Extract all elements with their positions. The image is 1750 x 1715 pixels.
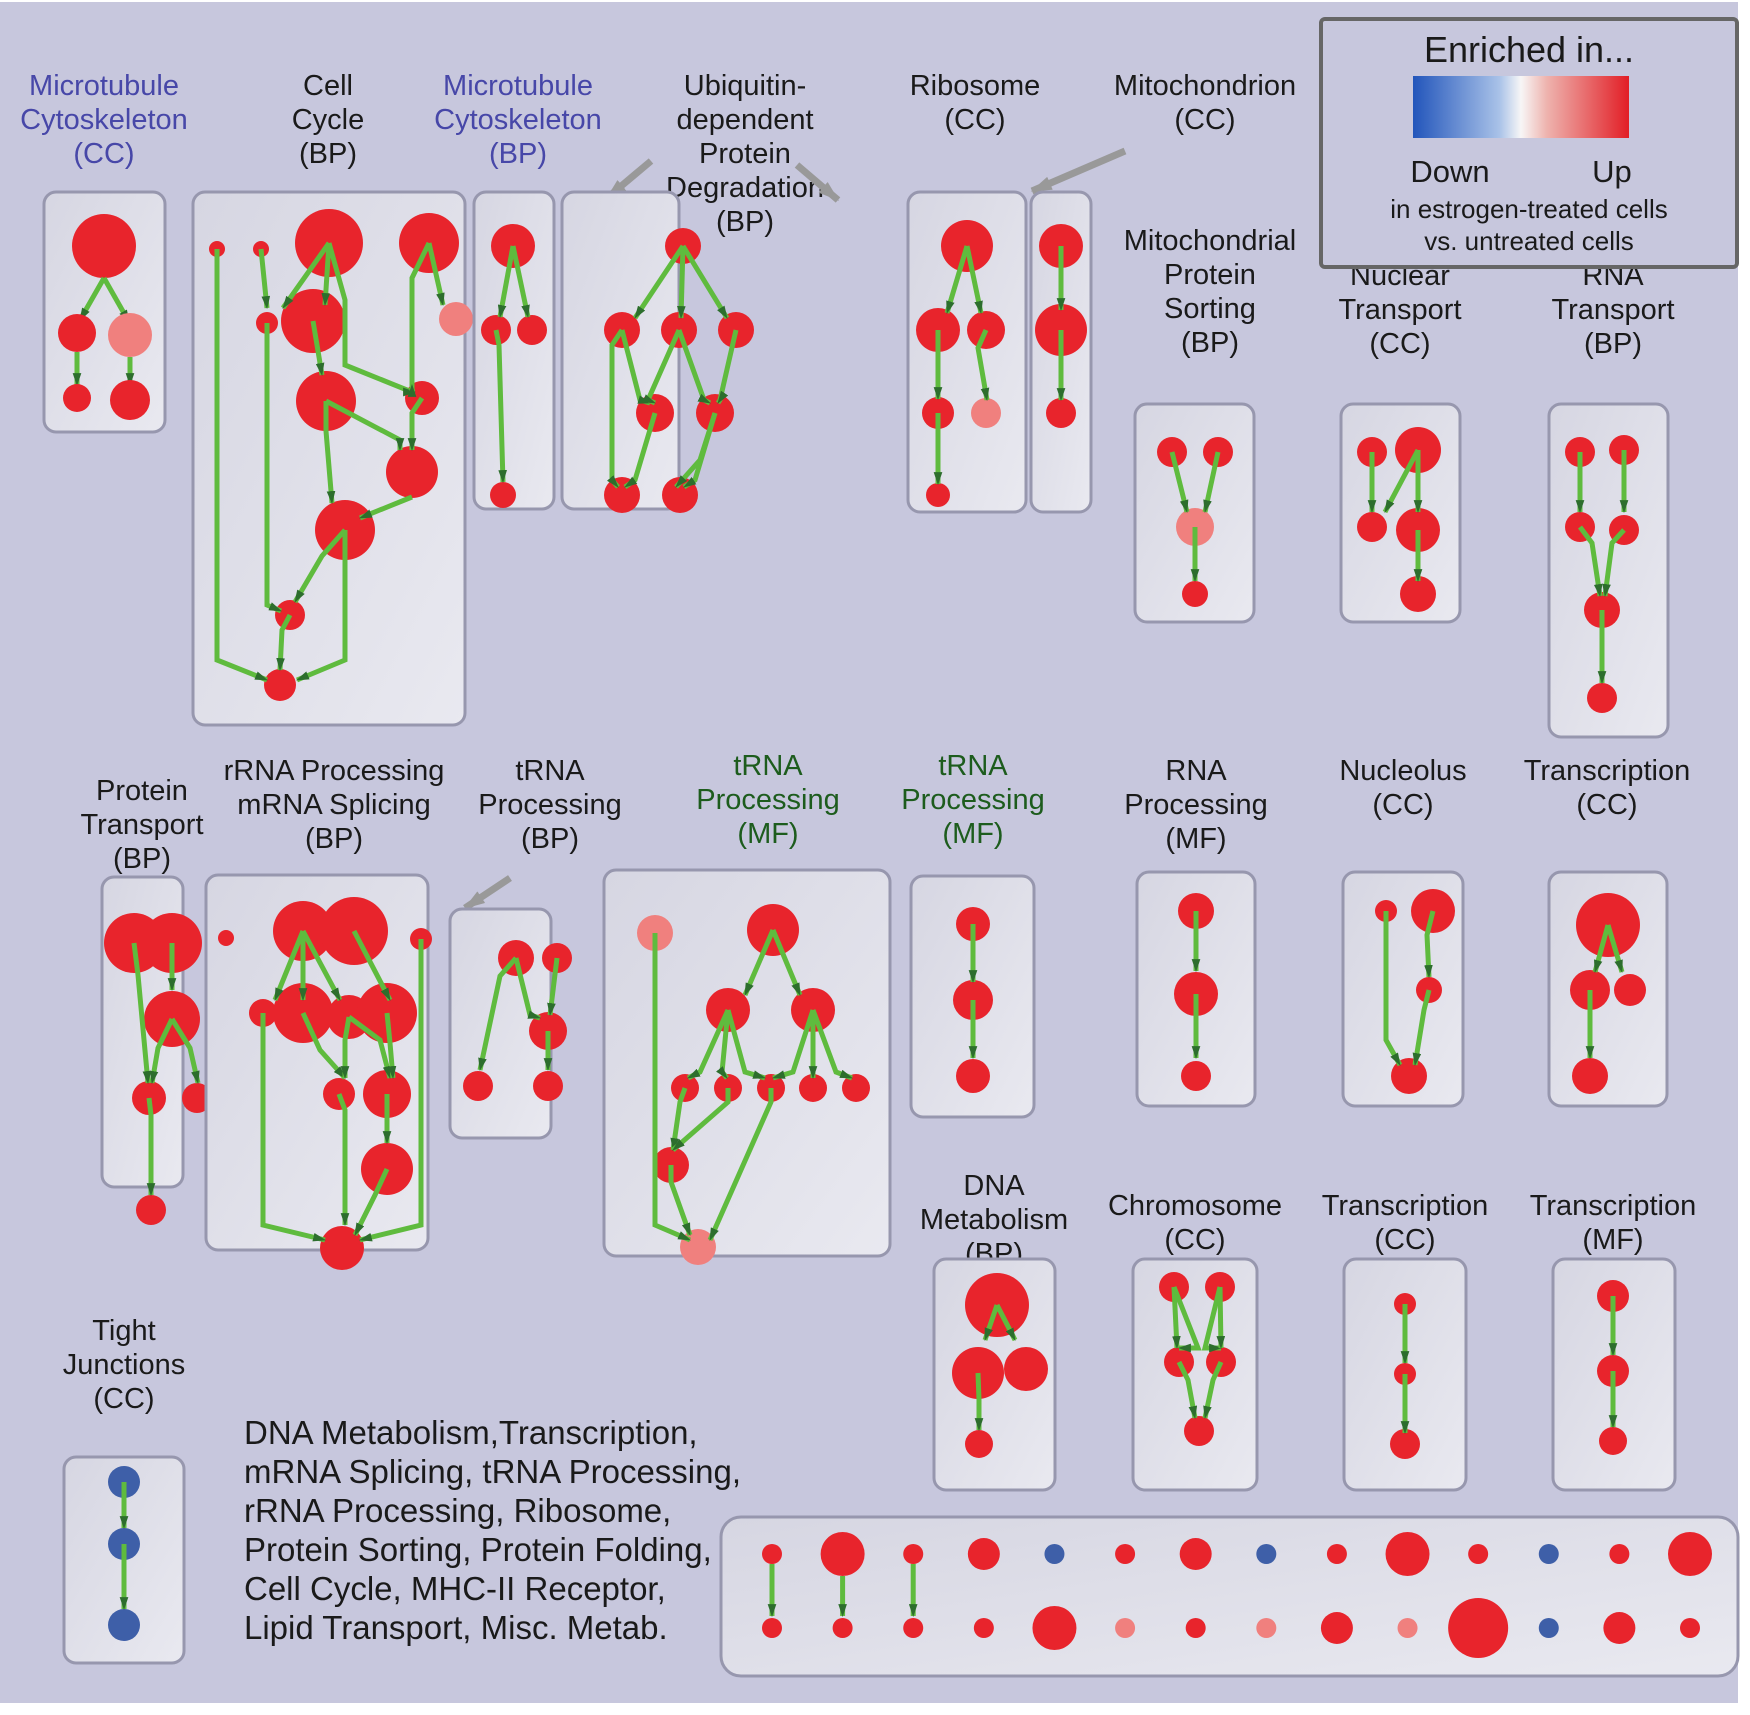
svg-text:dependent: dependent bbox=[676, 104, 813, 136]
svg-text:(MF): (MF) bbox=[1582, 1224, 1643, 1256]
svg-text:DNA Metabolism,Transcription,: DNA Metabolism,Transcription, bbox=[244, 1414, 698, 1451]
svg-text:(BP): (BP) bbox=[716, 206, 774, 238]
svg-text:(CC): (CC) bbox=[1576, 789, 1637, 821]
svg-text:(MF): (MF) bbox=[737, 818, 798, 850]
svg-text:tRNA: tRNA bbox=[733, 750, 803, 782]
svg-text:Cycle: Cycle bbox=[292, 104, 365, 136]
svg-text:Cell Cycle, MHC-II Receptor,: Cell Cycle, MHC-II Receptor, bbox=[244, 1570, 666, 1607]
svg-text:(MF): (MF) bbox=[1165, 823, 1226, 855]
svg-text:Processing: Processing bbox=[1124, 789, 1267, 821]
svg-text:Ribosome: Ribosome bbox=[910, 70, 1041, 102]
svg-text:Enriched in...: Enriched in... bbox=[1424, 29, 1634, 70]
svg-text:Transcription: Transcription bbox=[1524, 755, 1691, 787]
svg-text:rRNA Processing, Ribosome,: rRNA Processing, Ribosome, bbox=[244, 1492, 671, 1529]
svg-text:Protein: Protein bbox=[96, 775, 188, 807]
svg-text:(CC): (CC) bbox=[1369, 328, 1430, 360]
svg-text:Mitochondrial: Mitochondrial bbox=[1124, 225, 1296, 257]
svg-text:(BP): (BP) bbox=[489, 138, 547, 170]
svg-text:Nucleolus: Nucleolus bbox=[1339, 755, 1466, 787]
svg-text:Tight: Tight bbox=[92, 1315, 155, 1347]
svg-text:Microtubule: Microtubule bbox=[443, 70, 593, 102]
svg-text:(CC): (CC) bbox=[1164, 1224, 1225, 1256]
svg-text:Cytoskeleton: Cytoskeleton bbox=[20, 104, 188, 136]
svg-text:Transcription: Transcription bbox=[1322, 1190, 1489, 1222]
svg-text:in estrogen-treated cells: in estrogen-treated cells bbox=[1390, 194, 1667, 224]
svg-text:(CC): (CC) bbox=[1374, 1224, 1435, 1256]
svg-text:(CC): (CC) bbox=[73, 138, 134, 170]
svg-text:Sorting: Sorting bbox=[1164, 293, 1256, 325]
svg-text:Cytoskeleton: Cytoskeleton bbox=[434, 104, 602, 136]
svg-text:Mitochondrion: Mitochondrion bbox=[1114, 70, 1296, 102]
svg-text:(CC): (CC) bbox=[1372, 789, 1433, 821]
svg-text:tRNA: tRNA bbox=[515, 755, 585, 787]
svg-text:Up: Up bbox=[1592, 154, 1632, 189]
svg-text:(BP): (BP) bbox=[1584, 328, 1642, 360]
svg-text:Metabolism: Metabolism bbox=[920, 1204, 1068, 1236]
svg-text:DNA: DNA bbox=[963, 1170, 1025, 1202]
svg-text:Processing: Processing bbox=[901, 784, 1044, 816]
svg-text:mRNA Splicing, tRNA Processing: mRNA Splicing, tRNA Processing, bbox=[244, 1453, 741, 1490]
svg-text:RNA: RNA bbox=[1165, 755, 1227, 787]
svg-text:Microtubule: Microtubule bbox=[29, 70, 179, 102]
svg-text:Ubiquitin-: Ubiquitin- bbox=[684, 70, 807, 102]
svg-text:mRNA Splicing: mRNA Splicing bbox=[237, 789, 430, 821]
svg-text:(BP): (BP) bbox=[299, 138, 357, 170]
svg-text:Transcription: Transcription bbox=[1530, 1190, 1697, 1222]
svg-text:(CC): (CC) bbox=[944, 104, 1005, 136]
svg-text:Processing: Processing bbox=[478, 789, 621, 821]
svg-text:Chromosome: Chromosome bbox=[1108, 1190, 1282, 1222]
svg-text:Protein Sorting, Protein Foldi: Protein Sorting, Protein Folding, bbox=[244, 1531, 712, 1568]
svg-text:Transport: Transport bbox=[1551, 294, 1674, 326]
svg-text:Degradation: Degradation bbox=[666, 172, 824, 204]
svg-text:Down: Down bbox=[1410, 154, 1489, 189]
svg-text:(CC): (CC) bbox=[1174, 104, 1235, 136]
svg-text:(MF): (MF) bbox=[942, 818, 1003, 850]
svg-text:(BP): (BP) bbox=[113, 843, 171, 875]
svg-text:(BP): (BP) bbox=[521, 823, 579, 855]
svg-text:(BP): (BP) bbox=[1181, 327, 1239, 359]
svg-text:Protein: Protein bbox=[699, 138, 791, 170]
svg-text:Transport: Transport bbox=[1338, 294, 1461, 326]
svg-text:Lipid Transport, Misc. Metab.: Lipid Transport, Misc. Metab. bbox=[244, 1609, 668, 1646]
svg-text:rRNA Processing: rRNA Processing bbox=[224, 755, 445, 787]
svg-text:Protein: Protein bbox=[1164, 259, 1256, 291]
svg-text:Cell: Cell bbox=[303, 70, 353, 102]
svg-text:tRNA: tRNA bbox=[938, 750, 1008, 782]
svg-text:vs. untreated cells: vs. untreated cells bbox=[1424, 226, 1634, 256]
svg-text:Processing: Processing bbox=[696, 784, 839, 816]
svg-text:Transport: Transport bbox=[80, 809, 203, 841]
svg-text:Junctions: Junctions bbox=[63, 1349, 186, 1381]
svg-text:(CC): (CC) bbox=[93, 1383, 154, 1415]
svg-text:(BP): (BP) bbox=[305, 823, 363, 855]
